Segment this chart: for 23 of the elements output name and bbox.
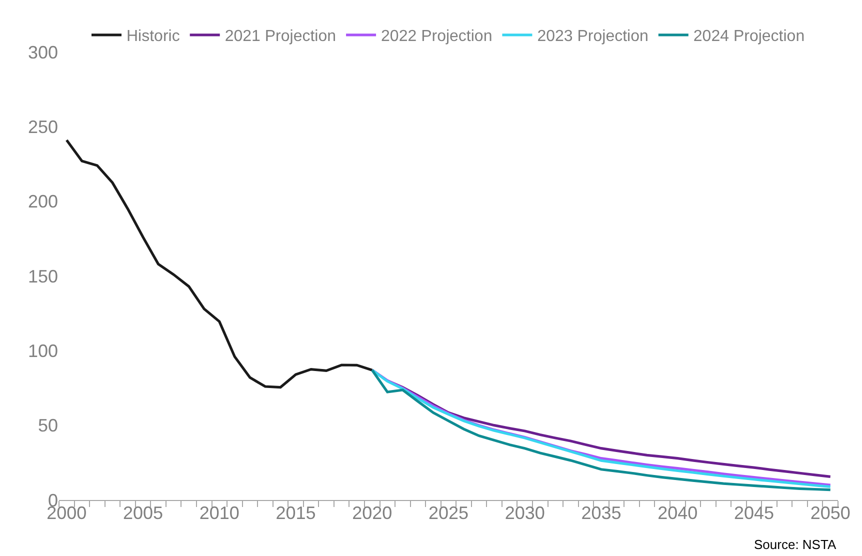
x-tick-label: 2045 bbox=[734, 503, 774, 523]
y-tick-label: 100 bbox=[28, 340, 58, 361]
x-tick-label: 2015 bbox=[276, 503, 316, 523]
legend-label: Historic bbox=[126, 28, 180, 46]
legend-label: 2024 Projection bbox=[693, 28, 805, 46]
legend-label: 2023 Projection bbox=[537, 28, 648, 46]
x-tick-label: 2025 bbox=[428, 503, 469, 523]
y-tick-label: 250 bbox=[28, 116, 58, 137]
x-tick-label: 2040 bbox=[658, 503, 698, 523]
y-tick-label: 150 bbox=[28, 266, 58, 286]
line-series bbox=[65, 138, 374, 389]
source-note: Source: NSTA bbox=[754, 537, 836, 552]
x-tick-label: 2030 bbox=[504, 503, 545, 523]
legend-label: 2022 Projection bbox=[381, 28, 492, 46]
x-tick-label: 2035 bbox=[581, 503, 622, 523]
x-tick-label: 2010 bbox=[199, 503, 240, 523]
legend-label: 2021 Projection bbox=[224, 28, 336, 46]
y-tick-label: 300 bbox=[28, 42, 58, 62]
x-tick-label: 2020 bbox=[352, 503, 392, 523]
y-tick-label: 50 bbox=[38, 416, 58, 436]
x-tick-label: 2050 bbox=[810, 503, 850, 523]
y-tick-label: 200 bbox=[28, 192, 58, 212]
x-tick-label: 2005 bbox=[122, 503, 164, 523]
